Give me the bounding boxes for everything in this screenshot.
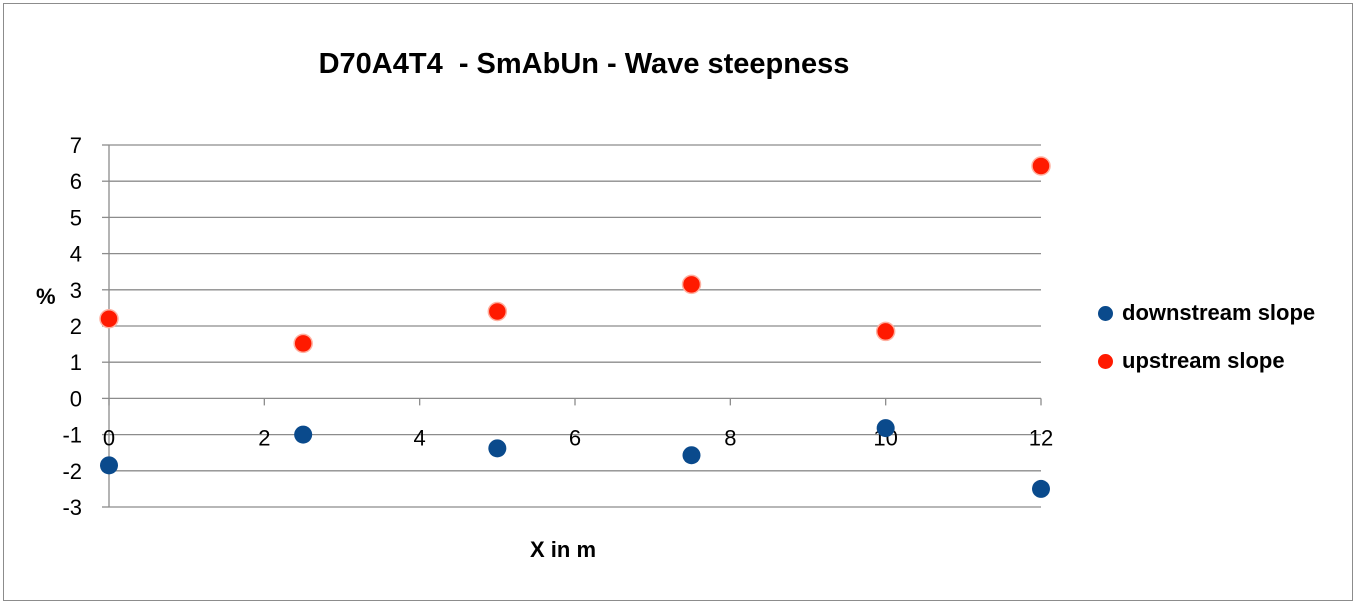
x-tick-label: 12 [1029, 425, 1053, 450]
x-tick-label: 8 [724, 425, 736, 450]
data-point-upstream [875, 321, 896, 342]
data-point-upstream [681, 274, 702, 295]
y-tick-label: 0 [70, 386, 82, 411]
y-axis-label: % [36, 284, 56, 309]
data-point-upstream [487, 301, 508, 322]
data-point-upstream [1031, 156, 1051, 176]
data-point-downstream [488, 439, 507, 458]
y-tick-label: 4 [70, 242, 82, 267]
y-tick-label: 2 [70, 314, 82, 339]
x-tick-label: 0 [103, 425, 115, 450]
x-tick-label: 4 [414, 425, 426, 450]
x-tick-label: 6 [569, 425, 581, 450]
y-tick-label: -1 [62, 423, 82, 448]
legend-item-downstream: downstream slope [1098, 300, 1315, 326]
legend-label-downstream: downstream slope [1122, 300, 1316, 325]
chart-frame [3, 3, 1353, 601]
data-point-downstream [1032, 479, 1050, 498]
legend-marker-upstream [1098, 353, 1113, 369]
legend-label-upstream: upstream slope [1122, 348, 1285, 373]
data-point-downstream [100, 456, 118, 475]
y-tick-label: 7 [70, 133, 82, 158]
y-tick-label: 1 [70, 350, 82, 375]
y-tick-label: 3 [70, 278, 82, 303]
legend-marker-downstream [1098, 305, 1113, 321]
legend-item-upstream: upstream slope [1098, 348, 1315, 374]
data-point-downstream [294, 425, 313, 444]
x-axis-label: X in m [530, 537, 597, 562]
data-point-downstream [682, 446, 701, 465]
data-point-upstream [99, 309, 119, 329]
x-tick-label: 2 [258, 425, 270, 450]
legend: downstream slope upstream slope [1098, 300, 1315, 396]
data-point-downstream [876, 419, 895, 438]
data-point-upstream [293, 333, 313, 354]
y-tick-label: 5 [70, 205, 82, 230]
y-tick-label: -2 [62, 459, 82, 484]
y-tick-label: 6 [70, 169, 82, 194]
y-tick-label: -3 [62, 495, 82, 520]
chart-title: D70A4T4 - SmAbUn - Wave steepness [318, 48, 850, 80]
